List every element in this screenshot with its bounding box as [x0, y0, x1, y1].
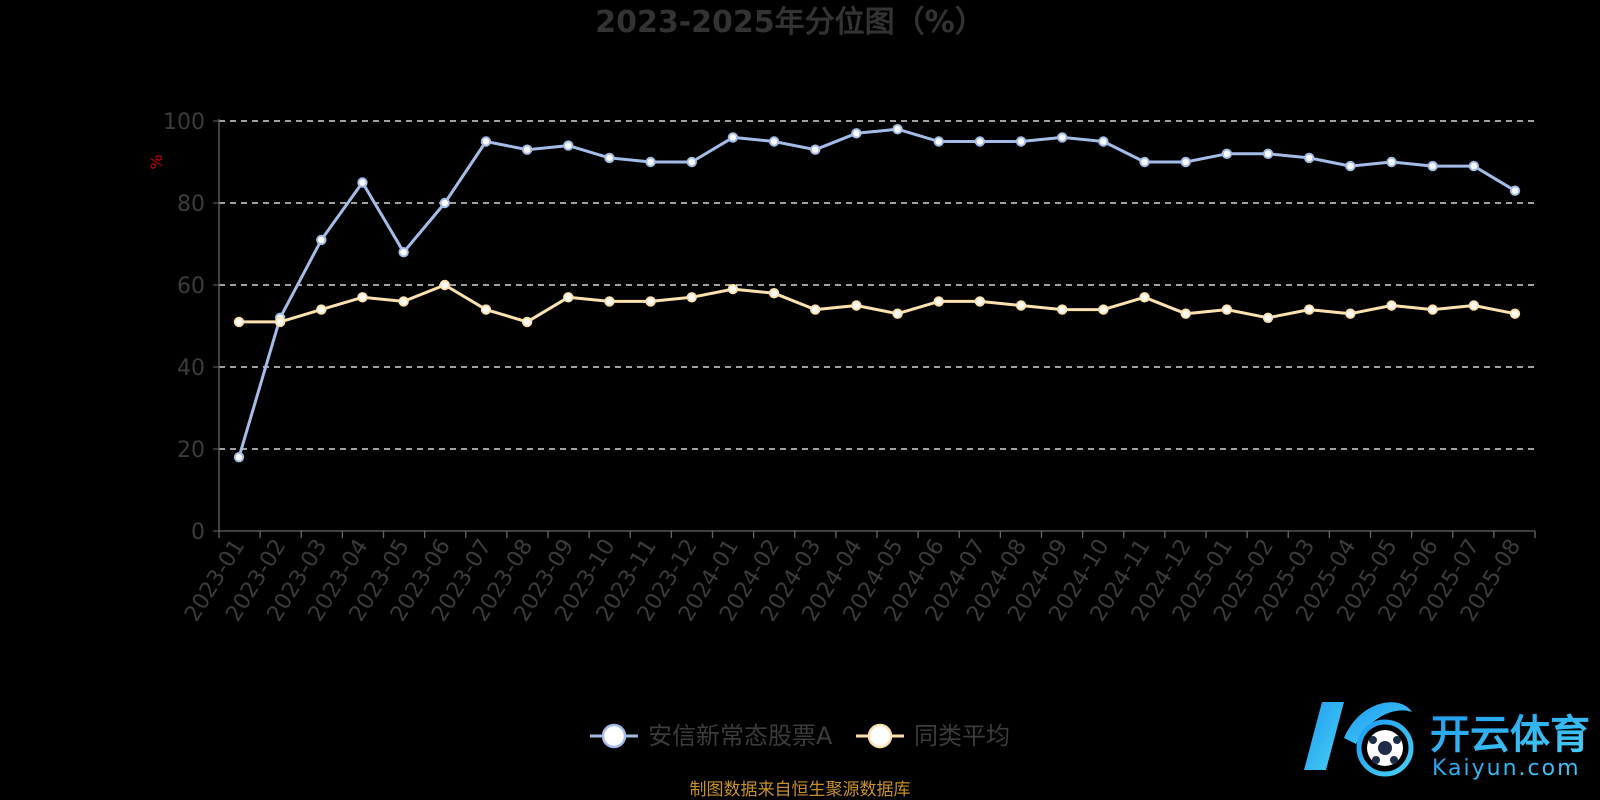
x-axis: 2023-012023-022023-032023-042023-052023-… — [180, 119, 1536, 626]
data-point[interactable] — [1262, 148, 1274, 160]
logo-ring — [1356, 719, 1414, 777]
y-tick-label: 20 — [177, 438, 205, 463]
legend-marker-series-2 — [867, 723, 893, 749]
data-point[interactable] — [686, 292, 697, 303]
data-source-note: 制图数据来自恒生聚源数据库 — [690, 780, 911, 800]
legend-item-series-2[interactable]: 同类平均 — [856, 722, 1010, 750]
data-point[interactable] — [398, 296, 409, 307]
watermark-brand-en: Kaiyun.com — [1432, 756, 1581, 781]
data-point[interactable] — [233, 316, 245, 328]
legend-label-series-1: 安信新常态股票A — [648, 722, 833, 750]
data-point[interactable] — [563, 292, 574, 303]
data-point[interactable] — [892, 124, 903, 135]
y-tick-label: 100 — [163, 110, 205, 135]
data-point[interactable] — [1221, 148, 1233, 160]
data-point[interactable] — [810, 304, 821, 315]
data-point[interactable] — [1057, 304, 1068, 315]
data-point[interactable] — [851, 300, 862, 311]
data-point[interactable] — [1468, 160, 1480, 172]
y-axis-label: % — [147, 154, 166, 169]
data-point[interactable] — [727, 132, 739, 143]
data-point[interactable] — [933, 136, 944, 147]
data-point[interactable] — [521, 144, 533, 155]
y-tick-label: 60 — [177, 274, 205, 299]
data-point[interactable] — [604, 152, 615, 164]
data-point[interactable] — [1386, 300, 1397, 311]
data-point[interactable] — [1015, 136, 1027, 147]
data-point[interactable] — [1098, 304, 1109, 315]
series-line-2 — [239, 283, 1516, 324]
grid — [219, 120, 1535, 450]
data-point[interactable] — [1509, 185, 1521, 196]
y-tick-label: 80 — [177, 192, 205, 217]
data-point[interactable] — [316, 234, 327, 246]
y-tick-label: 0 — [191, 520, 205, 545]
chart-title: 2023-2025年分位图（%） — [595, 5, 985, 40]
data-point[interactable] — [1180, 308, 1191, 319]
plot-area — [233, 124, 1521, 463]
y-axis: 0 20 40 60 80 100 — [163, 110, 219, 545]
data-point[interactable] — [1180, 156, 1191, 168]
data-point[interactable] — [398, 247, 409, 258]
data-point[interactable] — [1303, 152, 1315, 164]
data-point[interactable] — [521, 316, 533, 328]
series-1 — [233, 124, 1521, 463]
data-point[interactable] — [686, 156, 697, 168]
data-point[interactable] — [1386, 156, 1397, 168]
legend-marker-series-1 — [601, 723, 627, 749]
legend: 安信新常态股票A 同类平均 — [590, 722, 1010, 750]
data-point[interactable] — [1427, 160, 1438, 172]
data-point[interactable] — [604, 296, 615, 307]
data-point[interactable] — [480, 136, 492, 147]
data-point[interactable] — [974, 296, 986, 307]
data-point[interactable] — [439, 279, 451, 291]
y-tick-label: 40 — [177, 356, 205, 381]
data-point[interactable] — [357, 177, 368, 188]
series-line-1 — [237, 127, 1516, 458]
data-point[interactable] — [1098, 136, 1109, 147]
data-point[interactable] — [645, 156, 656, 168]
data-point[interactable] — [1139, 292, 1150, 303]
data-point[interactable] — [892, 308, 903, 319]
data-point[interactable] — [1139, 156, 1150, 168]
data-point[interactable] — [768, 288, 780, 299]
data-point[interactable] — [1221, 304, 1233, 315]
data-point[interactable] — [1509, 308, 1521, 319]
data-point[interactable] — [645, 296, 656, 307]
data-point[interactable] — [1057, 132, 1068, 143]
data-point[interactable] — [1262, 312, 1274, 323]
legend-label-series-2: 同类平均 — [914, 722, 1010, 750]
series-2 — [233, 279, 1521, 328]
data-point[interactable] — [851, 128, 862, 139]
data-point[interactable] — [316, 304, 327, 315]
data-point[interactable] — [480, 304, 492, 315]
data-point[interactable] — [357, 292, 368, 303]
data-point[interactable] — [274, 316, 286, 328]
data-point[interactable] — [1345, 308, 1356, 319]
logo-k-stem — [1304, 702, 1344, 770]
data-point[interactable] — [1345, 160, 1356, 172]
data-point[interactable] — [1303, 304, 1315, 315]
legend-item-series-1[interactable]: 安信新常态股票A — [590, 722, 833, 750]
data-point[interactable] — [933, 296, 944, 307]
data-point[interactable] — [1015, 300, 1027, 311]
data-point[interactable] — [810, 144, 821, 155]
watermark-logo: 开云体育 Kaiyun.com — [1304, 702, 1590, 781]
data-point[interactable] — [439, 197, 451, 209]
data-point[interactable] — [233, 452, 245, 463]
data-point[interactable] — [1427, 304, 1438, 315]
watermark-brand-cn: 开云体育 — [1430, 712, 1590, 758]
data-point[interactable] — [727, 283, 739, 295]
data-point[interactable] — [768, 136, 780, 147]
data-point[interactable] — [1468, 300, 1480, 311]
data-point[interactable] — [563, 140, 574, 151]
data-point[interactable] — [974, 136, 986, 147]
